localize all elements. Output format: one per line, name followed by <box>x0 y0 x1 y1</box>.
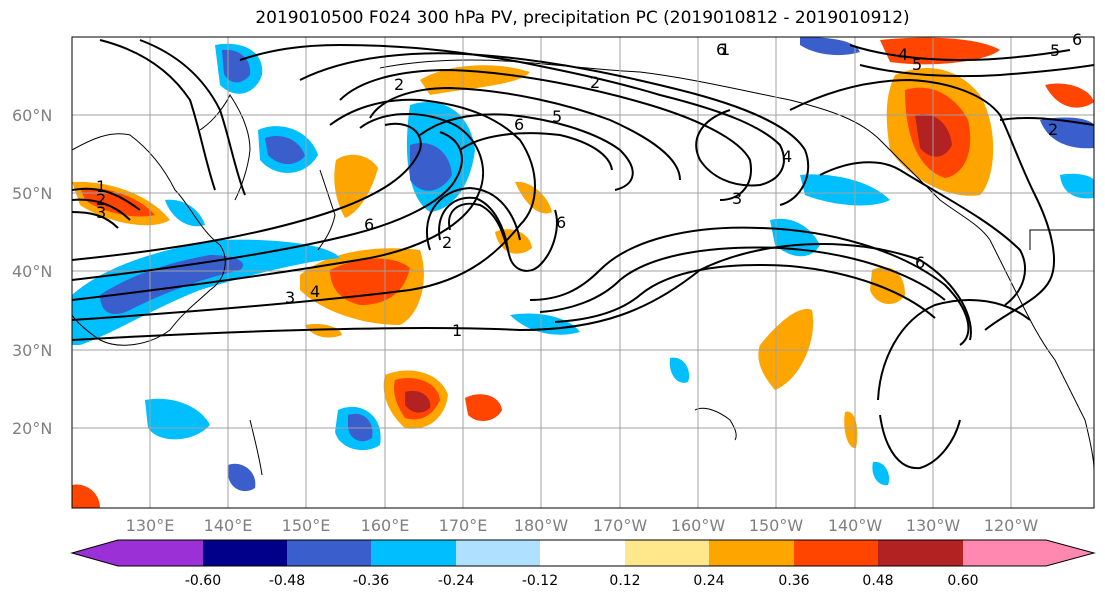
precip-negative-patch <box>222 49 251 83</box>
lon-label: 170°E <box>439 516 488 535</box>
contour-label: 2 <box>96 190 106 209</box>
colorbar-segment <box>371 540 456 566</box>
contour-label: 4 <box>310 282 320 301</box>
map-frame <box>71 36 1095 509</box>
precip-positive-patch <box>334 154 378 218</box>
contour-label: 6 <box>915 253 925 272</box>
precip-positive-patch <box>72 484 100 508</box>
colorbar-tick-label: -0.36 <box>353 573 389 589</box>
contour-label: 1 <box>452 321 462 340</box>
precip-negative-patch <box>800 37 860 56</box>
contour-label: 5 <box>552 107 562 126</box>
latitude-labels: 60°N 50°N 40°N 30°N 20°N <box>12 106 52 438</box>
colorbar-segment <box>1046 540 1094 566</box>
colorbar-segment <box>72 540 118 566</box>
contour-label: 2 <box>442 233 452 252</box>
colorbar-tick-label: 0.48 <box>862 573 893 589</box>
lat-label: 30°N <box>12 341 52 360</box>
contour-label: 4 <box>782 147 792 166</box>
precip-negative-patch <box>1040 117 1094 149</box>
contour-label: 6 <box>716 40 726 59</box>
contour-label: 2 <box>394 75 404 94</box>
contour-label: 6 <box>514 115 524 134</box>
precip-positive-patch <box>405 390 431 413</box>
precip-negative-patch <box>100 255 244 315</box>
precip-negative-patch <box>872 461 890 486</box>
colorbar-outline <box>70 539 1096 567</box>
colorbar-segment <box>456 540 540 566</box>
lon-label: 150°W <box>749 516 804 535</box>
colorbar-segment <box>540 540 625 566</box>
contour-label: 6 <box>1072 30 1082 49</box>
colorbar-segment <box>709 540 794 566</box>
contour-label: 3 <box>285 288 295 307</box>
lat-label: 40°N <box>12 262 52 281</box>
contour-label: 3 <box>96 203 106 222</box>
colorbar-tick-label: -0.24 <box>438 573 474 589</box>
colorbar-segment <box>625 540 709 566</box>
longitude-labels: 130°E 140°E 150°E 160°E 170°E 180°W 170°… <box>126 516 1039 535</box>
precip-negative-patch <box>348 413 373 442</box>
contour-label: 4 <box>898 45 908 64</box>
lat-label: 60°N <box>12 106 52 125</box>
precip-positive-patch <box>1045 83 1094 108</box>
precip-negative-patch <box>265 136 305 165</box>
precip-negative-patch <box>228 463 256 492</box>
precip-positive-patch <box>465 394 502 422</box>
colorbar-segment <box>878 540 963 566</box>
contour-label: 5 <box>912 55 922 74</box>
pv-contours <box>72 39 1094 470</box>
colorbar-segment <box>118 540 203 566</box>
colorbar-tick-label: 0.12 <box>609 573 640 589</box>
lon-label: 130°E <box>126 516 175 535</box>
precip-negative-patch <box>800 174 890 206</box>
colorbar-tick-label: 0.24 <box>693 573 724 589</box>
precip-negative-patch <box>669 357 690 383</box>
precip-negative-patch <box>165 199 205 227</box>
contour-label: 3 <box>732 189 742 208</box>
lon-label: 160°E <box>361 516 410 535</box>
precip-negative-patch <box>410 143 452 191</box>
lon-label: 140°E <box>204 516 253 535</box>
colorbar-tick-label: -0.60 <box>185 573 221 589</box>
lat-label: 50°N <box>12 184 52 203</box>
map-title: 2019010500 F024 300 hPa PV, precipitatio… <box>255 8 910 28</box>
precip-positive-patch <box>870 267 905 305</box>
contour-label: 6 <box>364 215 374 234</box>
colorbar-segment <box>287 540 371 566</box>
precip-positive-patch <box>844 411 858 449</box>
lon-label: 140°W <box>828 516 883 535</box>
contour-label: 2 <box>1048 120 1058 139</box>
lon-label: 150°E <box>282 516 331 535</box>
precip-negative-patch <box>145 398 210 440</box>
contour-label: 1 <box>96 177 106 196</box>
colorbar-tick-label: 0.60 <box>947 573 978 589</box>
lon-label: 130°W <box>906 516 961 535</box>
colorbar-tick-label: 0.36 <box>778 573 809 589</box>
contour-label: 5 <box>1050 41 1060 60</box>
precip-negative-patch <box>1060 173 1094 199</box>
lon-label: 180°W <box>514 516 569 535</box>
contour-label: 1 <box>720 40 730 59</box>
precip-positive-patch <box>80 187 155 217</box>
lon-label: 170°W <box>593 516 648 535</box>
precip-negative-patch <box>72 239 340 345</box>
precip-positive-patch <box>305 324 342 338</box>
colorbar-tick-label: -0.12 <box>522 573 558 589</box>
colorbar-tick-label: -0.48 <box>269 573 305 589</box>
colorbar: -0.60 -0.48 -0.36 -0.24 -0.12 0.12 0.24 … <box>70 539 1096 589</box>
colorbar-segment <box>963 540 1046 566</box>
precip-negative-patch <box>510 313 580 335</box>
colorbar-segment <box>794 540 878 566</box>
contour-label: 2 <box>590 73 600 92</box>
colorbar-segment <box>203 540 287 566</box>
lon-label: 160°W <box>671 516 726 535</box>
contour-labels: 1 2 3 1 2 3 4 6 2 2 6 5 6 4 3 1 6 6 4 5 … <box>96 30 1082 340</box>
lat-label: 20°N <box>12 419 52 438</box>
lon-label: 120°W <box>984 516 1039 535</box>
contour-label: 6 <box>556 213 566 232</box>
